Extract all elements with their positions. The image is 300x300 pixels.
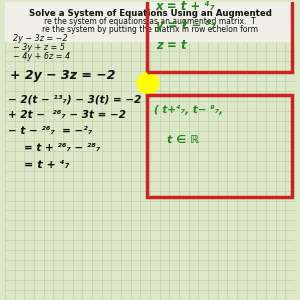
Text: y = t − ⁹₇: y = t − ⁹₇ bbox=[156, 20, 215, 32]
Text: x = t + ⁴₇: x = t + ⁴₇ bbox=[156, 0, 215, 13]
Text: t ∈ ℝ: t ∈ ℝ bbox=[167, 135, 200, 145]
Text: re the system by putting the matrix in row echelon form: re the system by putting the matrix in r… bbox=[42, 26, 258, 34]
Text: − 2(t − ¹³₇) − 3(t) = −2: − 2(t − ¹³₇) − 3(t) = −2 bbox=[8, 94, 142, 104]
Text: 2y − 3z = −2: 2y − 3z = −2 bbox=[13, 34, 68, 43]
Text: ( t+⁴₇, t− ⁹₇,: ( t+⁴₇, t− ⁹₇, bbox=[154, 105, 223, 115]
Text: z = t: z = t bbox=[156, 39, 186, 52]
Text: − t − ²⁶₇  = −²₇: − t − ²⁶₇ = −²₇ bbox=[8, 126, 92, 136]
Bar bbox=[5, 2, 295, 41]
Text: + 2t −  ²⁶₇ − 3t = −2: + 2t − ²⁶₇ − 3t = −2 bbox=[8, 110, 126, 120]
Text: Solve a System of Equations Using an Augmented: Solve a System of Equations Using an Aug… bbox=[28, 8, 272, 17]
Text: = t + ²⁶₇ − ²⁸₇: = t + ²⁶₇ − ²⁸₇ bbox=[25, 143, 101, 153]
Text: = t + ⁴₇: = t + ⁴₇ bbox=[25, 160, 70, 170]
Circle shape bbox=[137, 72, 159, 94]
Text: − 3y + z = 5: − 3y + z = 5 bbox=[13, 43, 65, 52]
Text: re the system of equations as an augmented matrix.  T: re the system of equations as an augment… bbox=[44, 17, 256, 26]
Text: − 4y + 6z = 4: − 4y + 6z = 4 bbox=[13, 52, 70, 61]
Text: + 2y − 3z = −2: + 2y − 3z = −2 bbox=[10, 69, 116, 82]
